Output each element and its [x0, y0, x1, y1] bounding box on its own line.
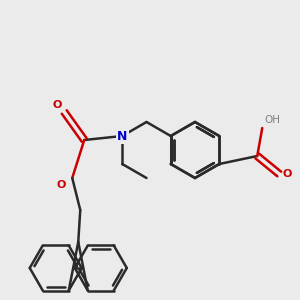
Text: O: O	[282, 169, 292, 179]
Text: O: O	[57, 180, 66, 190]
Text: OH: OH	[264, 115, 280, 125]
Text: N: N	[117, 130, 128, 142]
Text: O: O	[53, 100, 62, 110]
